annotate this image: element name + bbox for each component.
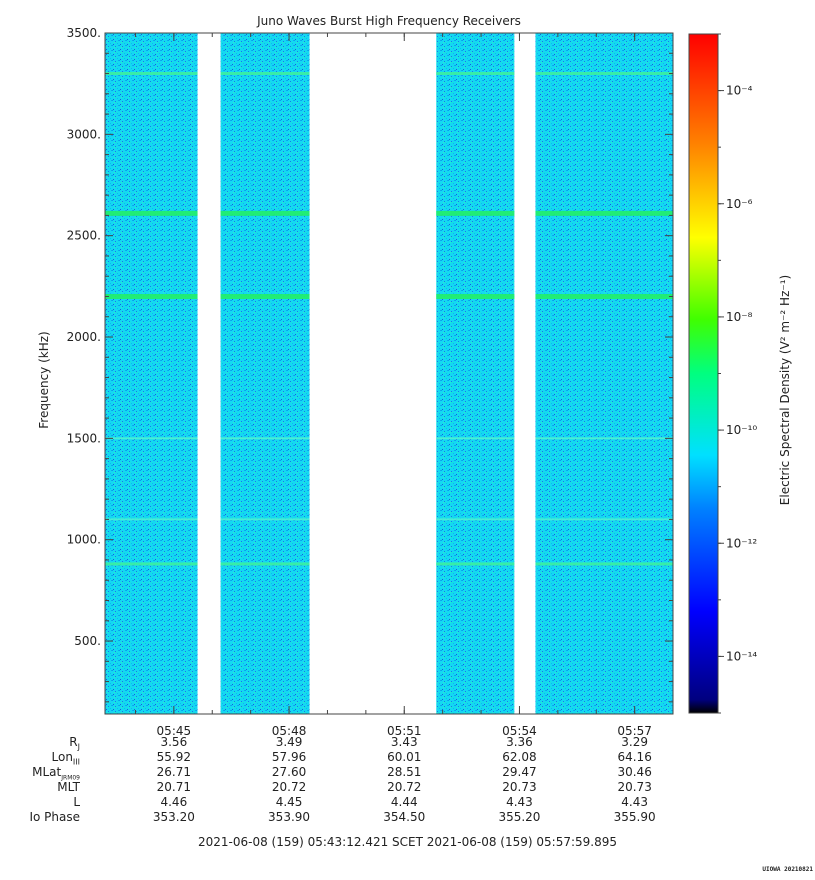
colorbar-tick-label: 10⁻⁶ [726,197,753,211]
y-tick-label: 500. [74,634,101,648]
colorbar-axis: 10⁻¹⁴ 10⁻¹² 10⁻¹⁰ 10⁻⁸ 10⁻⁶ 10⁻⁴ [718,33,757,714]
y-tick-label: 2000. [67,330,101,344]
ephemeris-value: 3.43 [390,735,418,749]
y-axis: 500. 1000. 1500. 2000. 2500. 3000. 3500. [67,26,673,703]
ephemeris-value: 355.20 [498,810,541,824]
colorbar-tick-label: 10⁻⁸ [726,310,753,324]
ephemeris-value: 20.73 [617,780,652,794]
colorbar [688,33,719,714]
ephemeris-row-label: Io Phase [29,810,80,824]
ephemeris-value: 27.60 [271,765,307,779]
ephemeris-label-subscript: III [72,757,80,767]
y-tick-label: 2500. [67,229,101,243]
ephemeris-value: 3.29 [621,735,649,749]
x-tick-label: 05:57 [617,724,652,738]
ephemeris-value: 353.20 [152,810,195,824]
ephemeris-row-label: LonIII [51,750,81,767]
ephemeris-value: 30.46 [617,765,652,779]
plot-frame [104,32,674,715]
ephemeris-value: 3.56 [160,735,188,749]
x-tick-label: 05:45 [157,724,192,738]
ephemeris-value: 20.72 [271,780,307,794]
data-block [105,33,198,714]
data-block [535,33,673,714]
x-tick-label: 05:48 [272,724,307,738]
ephemeris-value: 55.92 [156,750,192,764]
ephemeris-value: 20.72 [387,780,422,794]
data-block [220,33,310,714]
colorbar-tick-label: 10⁻⁴ [726,84,753,98]
colorbar-label: Electric Spectral Density (V² m⁻² Hz⁻¹) [778,275,792,505]
ephemeris-row-label: RJ [69,735,80,752]
colorbar-tick-label: 10⁻¹⁰ [726,423,757,437]
ephemeris-row-label: MLatJRM09 [32,765,80,782]
ephemeris-value: 4.43 [621,795,649,809]
ephemeris-value: 20.73 [502,780,537,794]
ephemeris-value: 4.44 [390,795,418,809]
x-tick-label: 05:51 [387,724,422,738]
ephemeris-value: 355.90 [613,810,656,824]
ephemeris-value: 26.71 [156,765,192,779]
colorbar-tick-label: 10⁻¹⁴ [726,649,757,663]
ephemeris-value: 4.45 [275,795,303,809]
ephemeris-row-label: L [73,795,80,809]
emission-lines [105,72,673,566]
y-tick-label: 1500. [67,431,101,445]
ephemeris-value: 354.50 [383,810,426,824]
ephemeris-value: 3.49 [275,735,303,749]
ephemeris-value: 64.16 [617,750,652,764]
data-block [436,33,515,714]
provenance-stamp: UIOWA 20210821 [762,866,813,873]
ephemeris-value: 20.71 [156,780,192,794]
ephemeris-value: 57.96 [271,750,307,764]
ephemeris-value: 62.08 [502,750,537,764]
y-tick-label: 3500. [67,26,101,40]
spectrogram-data [105,33,673,714]
ephemeris-value: 353.90 [268,810,311,824]
colorbar-tick-label: 10⁻¹² [726,536,757,550]
ephemeris-value: 28.51 [387,765,422,779]
chart-title: Juno Waves Burst High Frequency Receiver… [256,14,521,28]
ephemeris-value: 4.43 [506,795,533,809]
ephemeris-row-label: MLT [57,780,80,794]
ephemeris-value: 3.36 [506,735,533,749]
y-tick-label: 3000. [67,127,101,141]
ephemeris-value: 60.01 [387,750,422,764]
time-range-footer: 2021-06-08 (159) 05:43:12.421 SCET 2021-… [197,835,618,849]
y-tick-label: 1000. [67,533,101,547]
x-tick-label: 05:54 [502,724,537,738]
x-axis: 05:45 05:48 05:51 05:54 05:57 [134,33,652,738]
ephemeris-value: 29.47 [502,765,537,779]
ephemeris-label-subscript: J [77,742,80,752]
ephemeris-label-subscript: JRM09 [61,774,80,782]
ephemeris-value: 4.46 [160,795,188,809]
y-axis-label: Frequency (kHz) [37,331,51,428]
